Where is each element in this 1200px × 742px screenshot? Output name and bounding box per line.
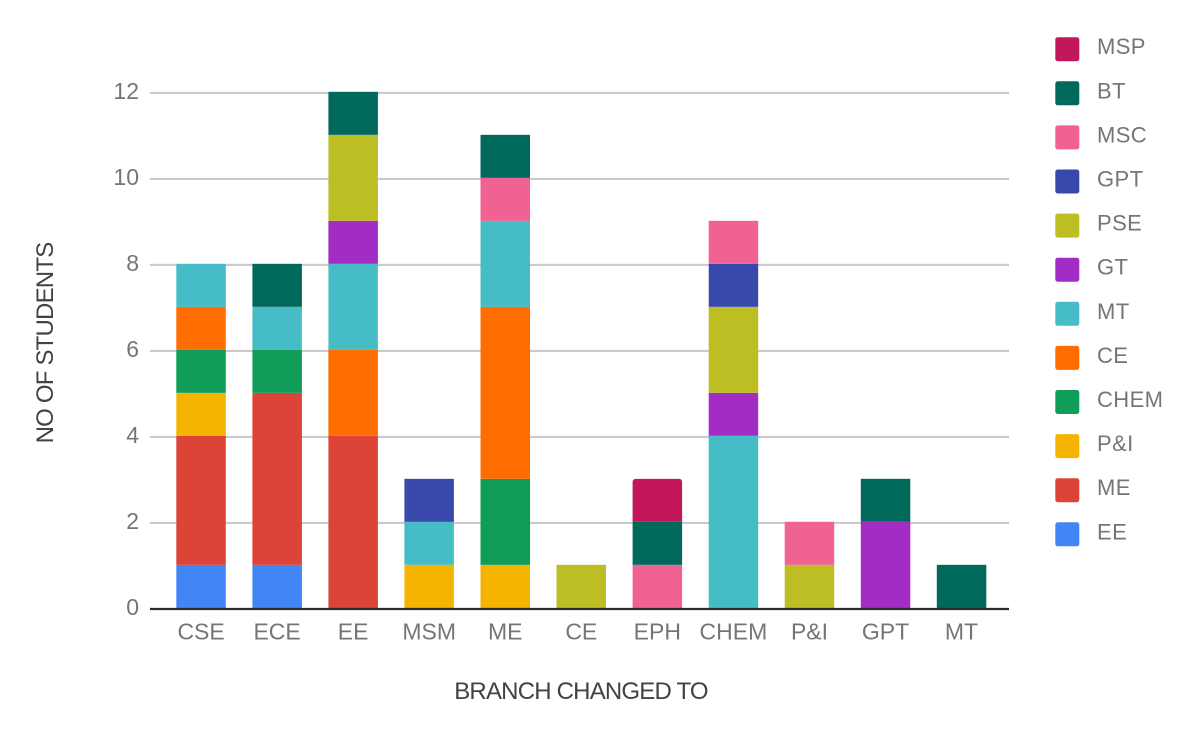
svg-text:EE: EE [1097, 519, 1127, 544]
svg-text:MSP: MSP [1097, 34, 1146, 59]
svg-text:CE: CE [565, 619, 597, 645]
svg-text:10: 10 [113, 164, 139, 190]
svg-text:CSE: CSE [177, 619, 224, 645]
svg-text:ME: ME [1097, 475, 1131, 500]
svg-text:EPH: EPH [634, 619, 681, 645]
svg-text:12: 12 [113, 78, 139, 104]
svg-text:PSE: PSE [1097, 211, 1142, 236]
svg-text:GPT: GPT [862, 619, 909, 645]
svg-text:P&I: P&I [791, 619, 828, 645]
svg-text:NO OF STUDENTS: NO OF STUDENTS [32, 243, 59, 444]
svg-text:ME: ME [488, 619, 523, 645]
svg-text:EE: EE [338, 619, 369, 645]
svg-text:GPT: GPT [1097, 167, 1143, 192]
svg-text:CHEM: CHEM [1097, 387, 1163, 412]
svg-text:GT: GT [1097, 255, 1128, 280]
svg-text:0: 0 [126, 594, 139, 620]
svg-text:8: 8 [126, 250, 139, 276]
svg-text:6: 6 [126, 336, 139, 362]
svg-text:2: 2 [126, 508, 139, 534]
svg-text:CE: CE [1097, 343, 1128, 368]
svg-text:MT: MT [945, 619, 978, 645]
svg-text:4: 4 [126, 422, 139, 448]
svg-text:BRANCH CHANGED TO: BRANCH CHANGED TO [454, 678, 708, 705]
svg-text:MT: MT [1097, 299, 1130, 324]
svg-text:MSC: MSC [1097, 122, 1147, 147]
svg-text:P&I: P&I [1097, 431, 1134, 456]
svg-text:MSM: MSM [402, 619, 456, 645]
svg-text:ECE: ECE [253, 619, 300, 645]
svg-text:CHEM: CHEM [700, 619, 768, 645]
svg-text:BT: BT [1097, 78, 1126, 103]
